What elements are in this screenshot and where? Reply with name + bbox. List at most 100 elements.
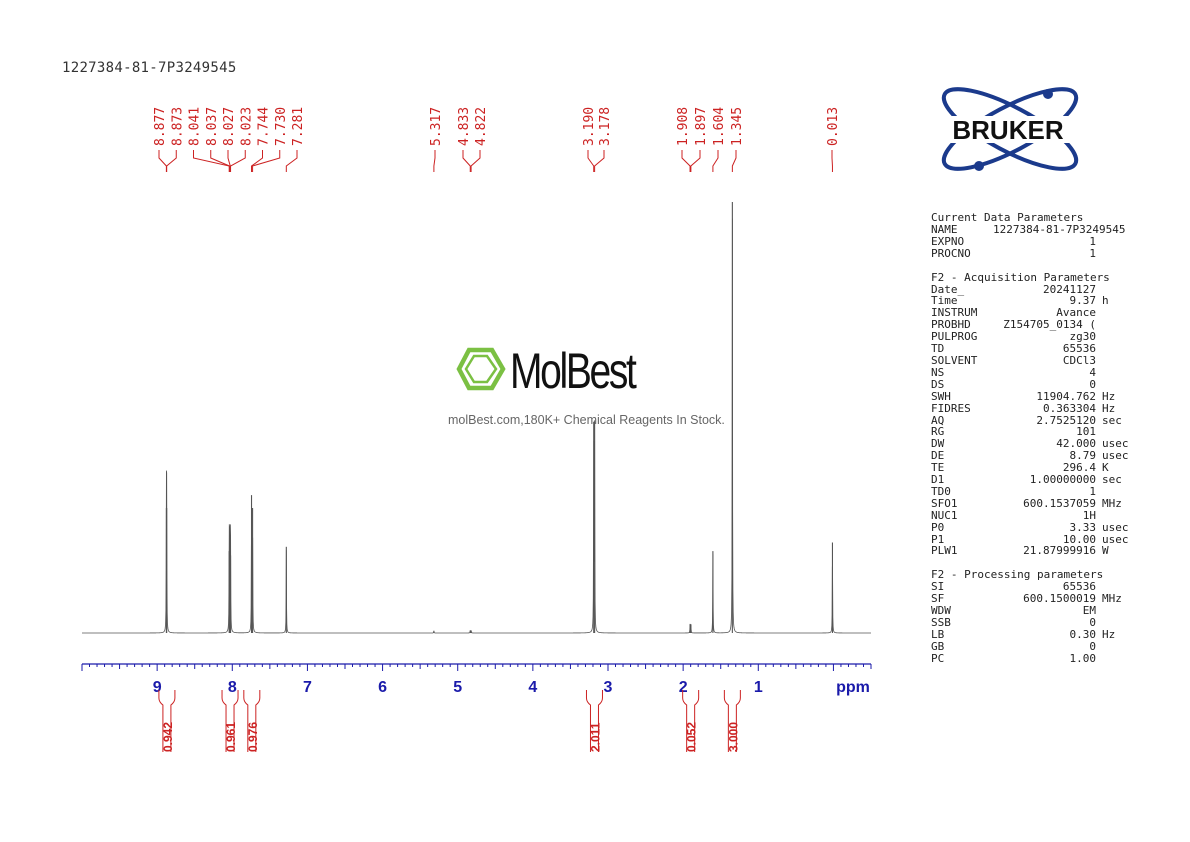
parameter-row: DS 0 xyxy=(931,378,1141,391)
parameter-row: D1 1.00000000 sec xyxy=(931,474,1141,486)
parameter-value: 0.30 xyxy=(1069,627,1097,641)
parameter-value: 4 xyxy=(1089,365,1096,379)
integral-value: 0.942 xyxy=(161,722,175,752)
parameter-key: RG xyxy=(931,425,945,439)
axis-label: ppm xyxy=(836,679,870,696)
parameter-key: FIDRES xyxy=(931,401,971,415)
parameter-row: P1 10.00 usec xyxy=(931,532,1141,546)
parameter-row: TD0 1 xyxy=(931,486,1141,498)
axis-tick-label: 8 xyxy=(228,679,237,696)
peak-label: 0.013 xyxy=(826,107,841,146)
parameter-key: D1 xyxy=(931,473,945,487)
parameter-value: 1227384-81-7P3249545 xyxy=(993,222,1126,236)
parameter-value: 8.79 xyxy=(1069,449,1097,463)
parameter-unit xyxy=(1096,379,1102,391)
parameter-key: TE xyxy=(931,461,945,475)
section-title: Current Data Parameters xyxy=(931,211,1084,224)
parameter-row: TD 65536 xyxy=(931,343,1141,355)
peak-label: 1.897 xyxy=(694,107,709,146)
parameter-key: PROBHD xyxy=(931,318,971,332)
parameter-unit xyxy=(1096,653,1102,665)
sample-id: 1227384-81-7P3249545 xyxy=(62,60,237,76)
parameter-key: SI xyxy=(931,580,945,594)
integral-value: 2.011 xyxy=(588,722,602,752)
peak-label: 3.190 xyxy=(582,107,597,146)
parameter-key: DE xyxy=(931,449,945,463)
parameter-unit xyxy=(1096,641,1102,653)
integral-value: 3.000 xyxy=(726,722,740,752)
parameter-key: PROCNO xyxy=(931,246,971,260)
parameter-unit: Hz xyxy=(1102,389,1116,403)
bruker-logo: BRUKER xyxy=(924,87,1094,171)
parameter-value: Avance xyxy=(1056,306,1096,320)
parameter-key: P1 xyxy=(931,532,945,546)
parameter-row: AQ 2.7525120 sec xyxy=(931,413,1141,427)
parameter-value: EM xyxy=(1082,604,1096,618)
parameter-value: 1.00 xyxy=(1069,651,1097,665)
spectrum-layer xyxy=(82,202,871,634)
section-title: F2 - Processing parameters xyxy=(931,568,1104,582)
parameter-key: PULPROG xyxy=(931,330,978,344)
parameter-value: 42.000 xyxy=(1056,437,1096,451)
parameter-value: 1.00000000 xyxy=(1029,473,1096,487)
parameter-key: SWH xyxy=(931,389,951,403)
parameter-unit xyxy=(1096,307,1102,319)
parameter-key: NS xyxy=(931,365,945,379)
parameter-unit xyxy=(1096,248,1102,260)
integral-bracket xyxy=(158,690,176,752)
parameter-value: 20241127 xyxy=(1043,282,1096,296)
parameter-unit xyxy=(1096,510,1102,522)
parameter-row: PULPROG zg30 xyxy=(931,331,1141,343)
parameter-key: WDW xyxy=(931,604,951,618)
peak-connector xyxy=(210,150,231,172)
peak-label: 8.037 xyxy=(205,107,220,146)
peak-label: 1.345 xyxy=(730,107,745,146)
parameter-row: SFO1 600.1537059 MHz xyxy=(931,496,1141,510)
parameter-key: Time xyxy=(931,294,958,308)
peak-label: 8.027 xyxy=(222,107,237,146)
parameter-unit: MHz xyxy=(1102,496,1122,510)
molbest-benzene-icon xyxy=(456,347,506,391)
parameter-value: 65536 xyxy=(1062,580,1096,594)
peak-label: 1.908 xyxy=(676,107,691,146)
parameter-row: NAME 1227384-81-7P3249545 xyxy=(931,224,1141,236)
parameter-key: PLW1 xyxy=(931,544,958,558)
axis-tick-label: 3 xyxy=(604,679,613,696)
peak-connector xyxy=(251,150,263,172)
parameter-row: INSTRUM Avance xyxy=(931,307,1141,319)
parameter-key: EXPNO xyxy=(931,234,965,248)
parameter-key: AQ xyxy=(931,413,945,427)
parameter-value: 101 xyxy=(1076,425,1096,439)
parameter-row: SWH 11904.762 Hz xyxy=(931,389,1141,403)
parameter-value: 21.87999916 xyxy=(1023,544,1096,558)
parameter-unit: usec xyxy=(1102,532,1129,546)
parameter-value: 2.7525120 xyxy=(1036,413,1096,427)
peak-connector xyxy=(731,150,737,172)
parameter-value: 600.1537059 xyxy=(1023,496,1096,510)
parameter-value: 0.363304 xyxy=(1043,401,1096,415)
peak-label: 7.281 xyxy=(291,107,306,146)
peak-label: 4.822 xyxy=(474,107,489,146)
current-parameters: Current Data Parameters NAME 1227384-81-7… xyxy=(931,212,1141,260)
parameter-key: SFO1 xyxy=(931,496,958,510)
parameter-value: 1 xyxy=(1089,246,1096,260)
parameter-row: FIDRES 0.363304 Hz xyxy=(931,401,1141,415)
parameter-key: LB xyxy=(931,627,945,641)
parameter-unit: usec xyxy=(1102,449,1129,463)
parameters-panel: Current Data Parameters NAME 1227384-81-7… xyxy=(931,212,1141,677)
axis-tick-label: 7 xyxy=(303,679,312,696)
parameter-unit: Hz xyxy=(1102,401,1116,415)
parameter-row: GB 0 xyxy=(931,640,1141,653)
peak-label: 8.023 xyxy=(239,107,254,146)
peak-connector xyxy=(594,150,605,172)
parameter-unit xyxy=(1096,605,1102,617)
parameter-row: Time 9.37 h xyxy=(931,295,1141,307)
integral-value: 0.976 xyxy=(246,722,260,752)
parameter-row: SOLVENT CDCl3 xyxy=(931,355,1141,367)
parameter-value: 1H xyxy=(1082,508,1096,522)
x-axis: 9 8 7 6 5 4 3 2 1 ppm xyxy=(81,663,872,696)
parameter-row: DE 8.79 usec xyxy=(931,450,1141,462)
parameter-unit: sec xyxy=(1102,473,1122,487)
parameter-key: SSB xyxy=(931,616,951,629)
parameter-value: 3.33 xyxy=(1069,520,1097,534)
